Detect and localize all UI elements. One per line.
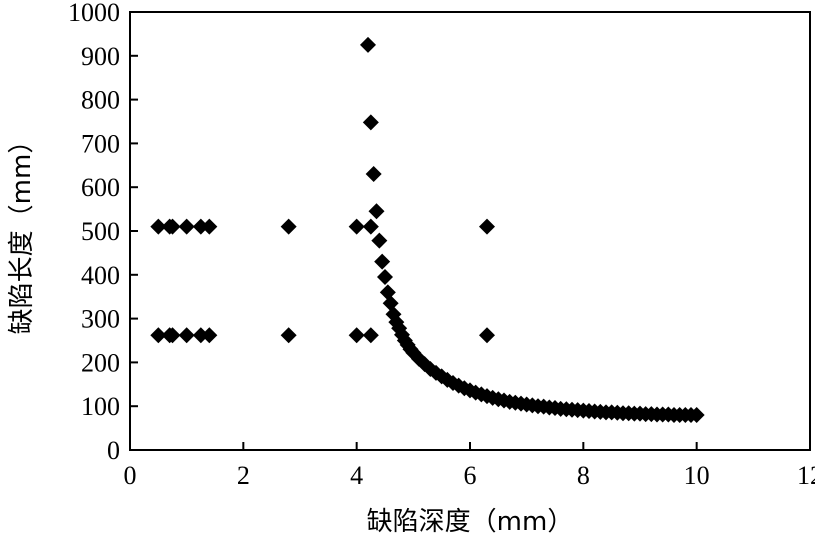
data-point [688, 406, 705, 423]
y-tick-label: 400 [81, 261, 120, 290]
data-point [178, 218, 195, 235]
data-point [201, 327, 218, 344]
y-tick-label: 500 [81, 217, 120, 246]
data-point [368, 203, 385, 220]
x-tick-label: 4 [350, 461, 363, 490]
y-tick-label: 100 [81, 392, 120, 421]
y-tick-label: 800 [81, 86, 120, 115]
x-tick-label: 12 [797, 461, 815, 490]
x-tick-label: 10 [684, 461, 710, 490]
y-tick-label: 0 [107, 436, 120, 465]
data-point [201, 218, 218, 235]
data-point [371, 232, 388, 249]
data-point [479, 218, 495, 235]
data-point [377, 268, 393, 285]
data-point [164, 327, 181, 344]
data-point [479, 327, 495, 344]
data-point [150, 327, 167, 344]
x-tick-label: 6 [464, 461, 477, 490]
data-point [150, 218, 167, 235]
data-points [150, 36, 705, 423]
y-axis-label: 缺陷长度（mm） [7, 128, 37, 335]
data-point [178, 327, 195, 344]
x-tick-label: 8 [577, 461, 590, 490]
data-point [360, 36, 376, 53]
data-point [362, 218, 379, 235]
data-point [362, 327, 379, 344]
x-tick-label: 2 [237, 461, 250, 490]
data-point [280, 327, 297, 344]
data-point [348, 327, 365, 344]
y-tick-label: 1000 [68, 0, 120, 27]
data-point [192, 218, 209, 235]
data-point [382, 295, 399, 312]
plot-frame [129, 11, 811, 451]
y-tick-label: 900 [81, 42, 120, 71]
data-point [280, 218, 297, 235]
x-axis-label: 缺陷深度（mm） [367, 507, 574, 536]
data-point [164, 218, 181, 235]
y-tick-label: 300 [81, 305, 120, 334]
x-tick-label: 0 [124, 461, 137, 490]
axis-ticks: 0 2 4 6 8 10 12 0 100 200 300 400 500 600 700 800 900 100… [68, 0, 815, 490]
data-point [365, 166, 382, 183]
y-tick-label: 700 [81, 129, 120, 158]
data-point [348, 218, 365, 235]
data-point [374, 253, 391, 270]
data-point [362, 114, 379, 131]
y-tick-label: 200 [81, 348, 120, 377]
data-point [379, 284, 396, 301]
y-tick-label: 600 [81, 173, 120, 202]
data-point [192, 327, 209, 344]
